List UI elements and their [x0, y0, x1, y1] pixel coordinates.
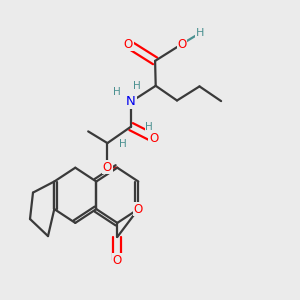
Text: O: O — [177, 38, 186, 51]
Text: H: H — [196, 28, 204, 38]
Text: N: N — [126, 95, 136, 108]
Text: H: H — [119, 139, 127, 149]
Text: H: H — [112, 86, 120, 97]
Text: O: O — [113, 254, 122, 267]
Text: O: O — [103, 161, 112, 174]
Text: H: H — [145, 122, 153, 132]
Text: H: H — [133, 81, 140, 91]
Text: O: O — [124, 38, 133, 51]
Text: O: O — [149, 131, 158, 145]
Text: O: O — [134, 202, 143, 216]
